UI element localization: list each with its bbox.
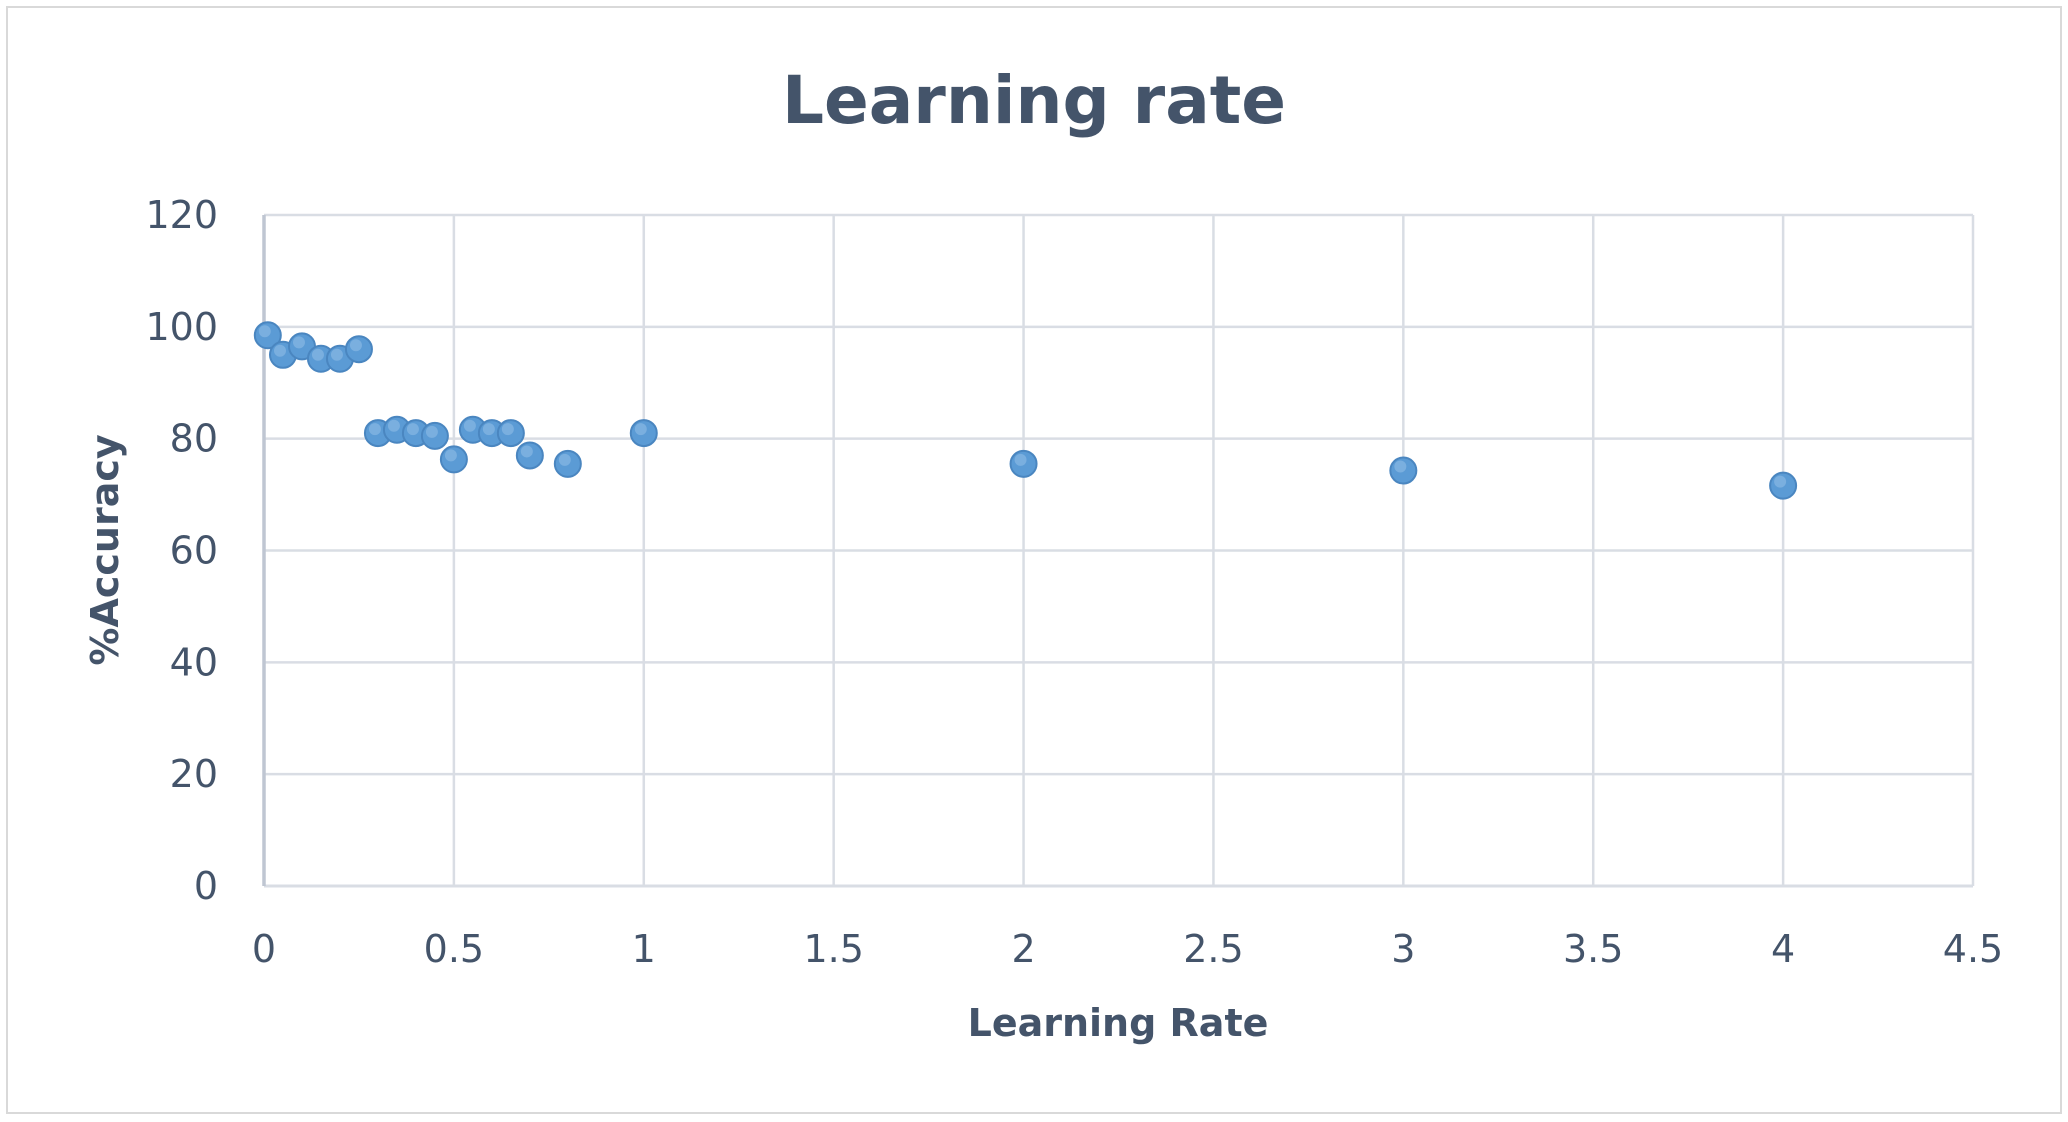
y-axis-title: %Accuracy	[83, 434, 127, 665]
y-tick-label: 120	[145, 193, 218, 237]
x-tick-labels: 0 0.5 1 1.5 2 2.5 3 3.5 4 4.5	[252, 927, 2003, 971]
x-tick-label: 3.5	[1563, 927, 1623, 971]
data-point	[1389, 456, 1418, 485]
data-point	[253, 321, 282, 350]
chart-title: Learning rate	[782, 62, 1286, 139]
y-tick-label: 0	[194, 864, 218, 908]
x-tick-label: 3	[1391, 927, 1415, 971]
data-points	[253, 321, 1798, 500]
x-tick-label: 1	[632, 927, 656, 971]
x-tick-label: 1.5	[803, 927, 863, 971]
x-tick-label: 2	[1011, 927, 1035, 971]
data-point	[515, 441, 544, 470]
data-point	[629, 419, 658, 448]
data-point	[420, 421, 449, 450]
x-tick-label: 0.5	[424, 927, 484, 971]
data-point	[306, 344, 335, 373]
x-tick-label: 4.5	[1943, 927, 2003, 971]
y-tick-label: 40	[170, 640, 218, 684]
x-tick-label: 0	[252, 927, 276, 971]
x-tick-label: 4	[1771, 927, 1795, 971]
x-tick-label: 2.5	[1183, 927, 1243, 971]
data-point	[1769, 471, 1798, 500]
y-tick-labels: 0 20 40 60 80 100 120	[145, 193, 218, 908]
chart-frame	[6, 6, 2062, 1114]
data-point	[344, 335, 373, 364]
data-point	[1009, 449, 1038, 478]
data-point	[553, 449, 582, 478]
x-axis-title: Learning Rate	[968, 1001, 1269, 1045]
data-point	[439, 445, 468, 474]
y-tick-label: 20	[170, 752, 218, 796]
data-point	[496, 419, 525, 448]
y-tick-label: 100	[145, 305, 218, 349]
y-tick-label: 80	[170, 417, 218, 461]
grid-lines	[264, 213, 1975, 886]
y-tick-label: 60	[170, 529, 218, 573]
